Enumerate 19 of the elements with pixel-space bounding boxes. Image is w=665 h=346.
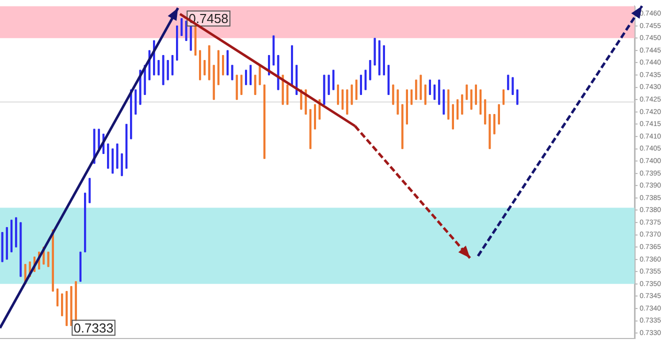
candlestick xyxy=(328,74,330,96)
candlestick xyxy=(70,286,72,326)
candlestick xyxy=(116,144,118,169)
candlestick xyxy=(1,232,4,262)
candlestick xyxy=(420,74,422,100)
candlestick xyxy=(254,74,256,96)
candlestick xyxy=(442,89,445,115)
candlestick xyxy=(488,114,491,150)
candlestick xyxy=(231,64,234,80)
candlestick xyxy=(512,77,514,96)
candlestick xyxy=(466,84,468,100)
candlestick xyxy=(208,45,210,80)
candlestick xyxy=(374,38,376,66)
candlestick xyxy=(185,20,188,41)
candlestick xyxy=(47,252,50,268)
candlestick xyxy=(350,84,353,105)
candlestick xyxy=(162,55,164,86)
annotation: 0.7333 xyxy=(74,320,114,336)
candlestick xyxy=(396,89,399,115)
